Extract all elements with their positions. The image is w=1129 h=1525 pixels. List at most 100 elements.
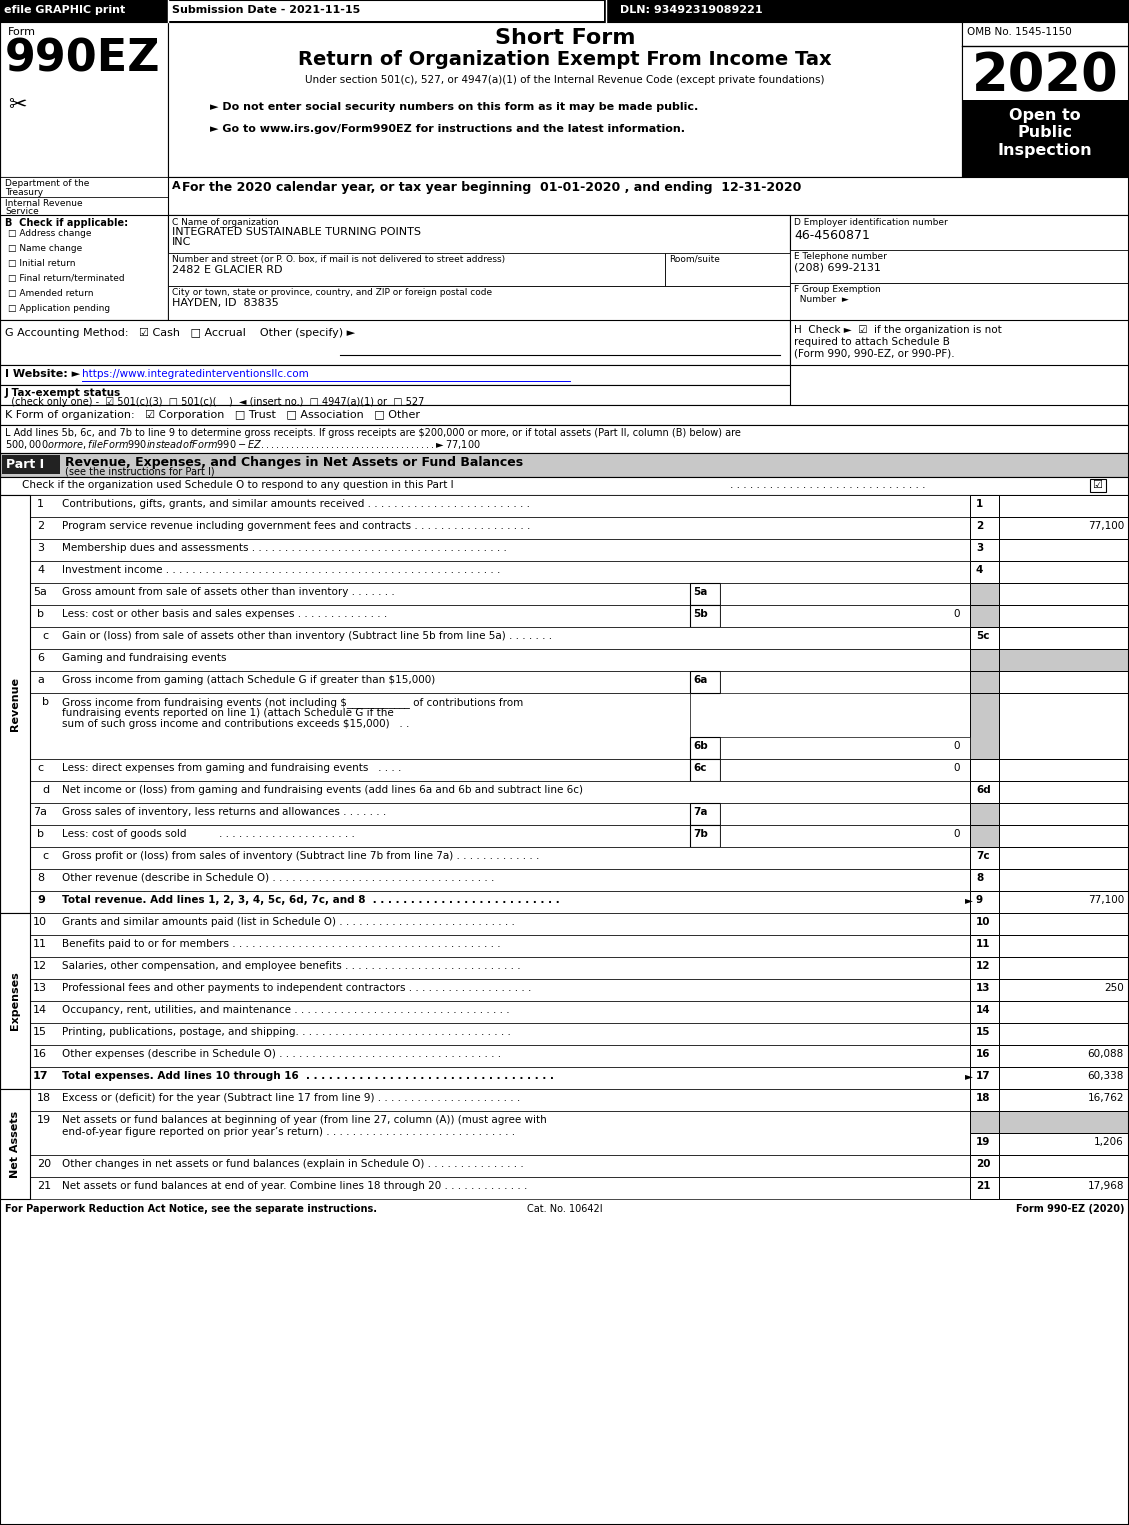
Bar <box>970 1154 999 1177</box>
Bar <box>970 605 999 627</box>
Bar <box>790 250 1129 284</box>
Bar <box>0 0 1129 21</box>
Text: (check only one) -  ☑ 501(c)(3)  □ 501(c)(    )  ◄ (insert no.)  □ 4947(a)(1) or: (check only one) - ☑ 501(c)(3) □ 501(c)(… <box>5 396 425 407</box>
Text: 13: 13 <box>975 984 990 993</box>
Bar <box>970 846 999 869</box>
Text: Other revenue (describe in Schedule O) . . . . . . . . . . . . . . . . . . . . .: Other revenue (describe in Schedule O) .… <box>62 872 495 883</box>
Bar <box>0 913 30 1089</box>
Bar <box>30 1177 970 1199</box>
Text: Professional fees and other payments to independent contractors . . . . . . . . : Professional fees and other payments to … <box>62 984 532 993</box>
Text: 21: 21 <box>975 1180 990 1191</box>
Bar <box>999 846 1129 869</box>
Bar <box>970 1112 999 1133</box>
Bar <box>30 979 970 1000</box>
Bar <box>30 1112 970 1154</box>
Text: Investment income . . . . . . . . . . . . . . . . . . . . . . . . . . . . . . . : Investment income . . . . . . . . . . . … <box>62 564 500 575</box>
Bar <box>970 538 999 561</box>
Bar <box>970 671 999 692</box>
Bar <box>970 1023 999 1045</box>
Text: b: b <box>37 608 44 619</box>
Text: 7a: 7a <box>693 807 708 817</box>
Text: required to attach Schedule B: required to attach Schedule B <box>794 337 949 348</box>
Bar <box>790 284 1129 320</box>
Bar <box>720 804 970 825</box>
Text: Net income or (loss) from gaming and fundraising events (add lines 6a and 6b and: Net income or (loss) from gaming and fun… <box>62 785 583 795</box>
Bar <box>970 1133 999 1154</box>
Text: 0: 0 <box>954 741 960 750</box>
Bar <box>30 605 690 627</box>
Bar <box>999 650 1129 671</box>
Text: □ Initial return: □ Initial return <box>8 259 76 268</box>
Text: 990EZ: 990EZ <box>5 37 160 79</box>
Bar <box>720 737 970 759</box>
Bar <box>0 1089 30 1199</box>
Text: C Name of organization: C Name of organization <box>172 218 279 227</box>
Text: Membership dues and assessments . . . . . . . . . . . . . . . . . . . . . . . . : Membership dues and assessments . . . . … <box>62 543 507 554</box>
Text: Less: cost or other basis and sales expenses . . . . . . . . . . . . . .: Less: cost or other basis and sales expe… <box>62 608 387 619</box>
Text: 3: 3 <box>37 543 44 554</box>
Text: Internal Revenue: Internal Revenue <box>5 198 82 207</box>
Text: 60,338: 60,338 <box>1087 1071 1124 1081</box>
Bar <box>30 804 690 825</box>
Bar <box>999 1177 1129 1199</box>
Bar <box>0 425 1129 453</box>
Text: Under section 501(c), 527, or 4947(a)(1) of the Internal Revenue Code (except pr: Under section 501(c), 527, or 4947(a)(1)… <box>305 75 825 85</box>
Text: 9: 9 <box>975 895 983 904</box>
Text: 46-4560871: 46-4560871 <box>794 229 869 242</box>
Bar <box>0 477 1129 496</box>
Bar <box>690 671 720 692</box>
Bar <box>999 891 1129 913</box>
Bar <box>690 583 720 605</box>
Bar <box>999 935 1129 958</box>
Bar <box>720 825 970 846</box>
Text: 2: 2 <box>37 522 44 531</box>
Bar <box>30 958 970 979</box>
Bar <box>30 846 970 869</box>
Bar <box>970 1000 999 1023</box>
Bar <box>168 215 790 320</box>
Bar <box>30 538 970 561</box>
Bar <box>970 891 999 913</box>
Bar <box>999 538 1129 561</box>
Text: Other changes in net assets or fund balances (explain in Schedule O) . . . . . .: Other changes in net assets or fund bala… <box>62 1159 524 1170</box>
Text: OMB No. 1545-1150: OMB No. 1545-1150 <box>968 27 1071 37</box>
Text: INC: INC <box>172 236 192 247</box>
Bar <box>970 958 999 979</box>
Bar <box>0 177 168 197</box>
Text: □ Name change: □ Name change <box>8 244 82 253</box>
Text: Form: Form <box>8 27 36 37</box>
Bar <box>999 671 1129 692</box>
Bar <box>30 1000 970 1023</box>
Text: 20: 20 <box>975 1159 990 1170</box>
Text: 77,100: 77,100 <box>1087 522 1124 531</box>
Text: 7c: 7c <box>975 851 990 862</box>
Bar <box>970 781 999 804</box>
Text: 14: 14 <box>33 1005 47 1016</box>
Text: 6a: 6a <box>693 676 708 685</box>
Text: For the 2020 calendar year, or tax year beginning  01-01-2020 , and ending  12-3: For the 2020 calendar year, or tax year … <box>182 181 802 194</box>
Bar <box>168 287 790 320</box>
Bar <box>962 21 1129 177</box>
Bar <box>970 804 999 825</box>
Bar <box>999 825 1129 846</box>
Bar <box>970 825 999 846</box>
Text: 11: 11 <box>975 939 990 949</box>
Text: Printing, publications, postage, and shipping. . . . . . . . . . . . . . . . . .: Printing, publications, postage, and shi… <box>62 1026 511 1037</box>
Text: Department of the: Department of the <box>5 178 89 188</box>
Bar <box>999 627 1129 650</box>
Bar <box>999 496 1129 517</box>
Text: Number and street (or P. O. box, if mail is not delivered to street address): Number and street (or P. O. box, if mail… <box>172 255 505 264</box>
Bar <box>999 781 1129 804</box>
Text: 4: 4 <box>37 564 44 575</box>
Bar <box>999 979 1129 1000</box>
Text: 2020: 2020 <box>972 50 1119 102</box>
Text: 14: 14 <box>975 1005 990 1016</box>
Text: I Website: ►: I Website: ► <box>5 369 80 380</box>
Text: H  Check ►  ☑  if the organization is not: H Check ► ☑ if the organization is not <box>794 325 1001 336</box>
Bar <box>970 561 999 583</box>
Text: B  Check if applicable:: B Check if applicable: <box>5 218 128 229</box>
Text: Number  ►: Number ► <box>794 294 849 303</box>
Text: E Telephone number: E Telephone number <box>794 252 887 261</box>
Bar <box>30 1154 970 1177</box>
Text: 17: 17 <box>33 1071 49 1081</box>
